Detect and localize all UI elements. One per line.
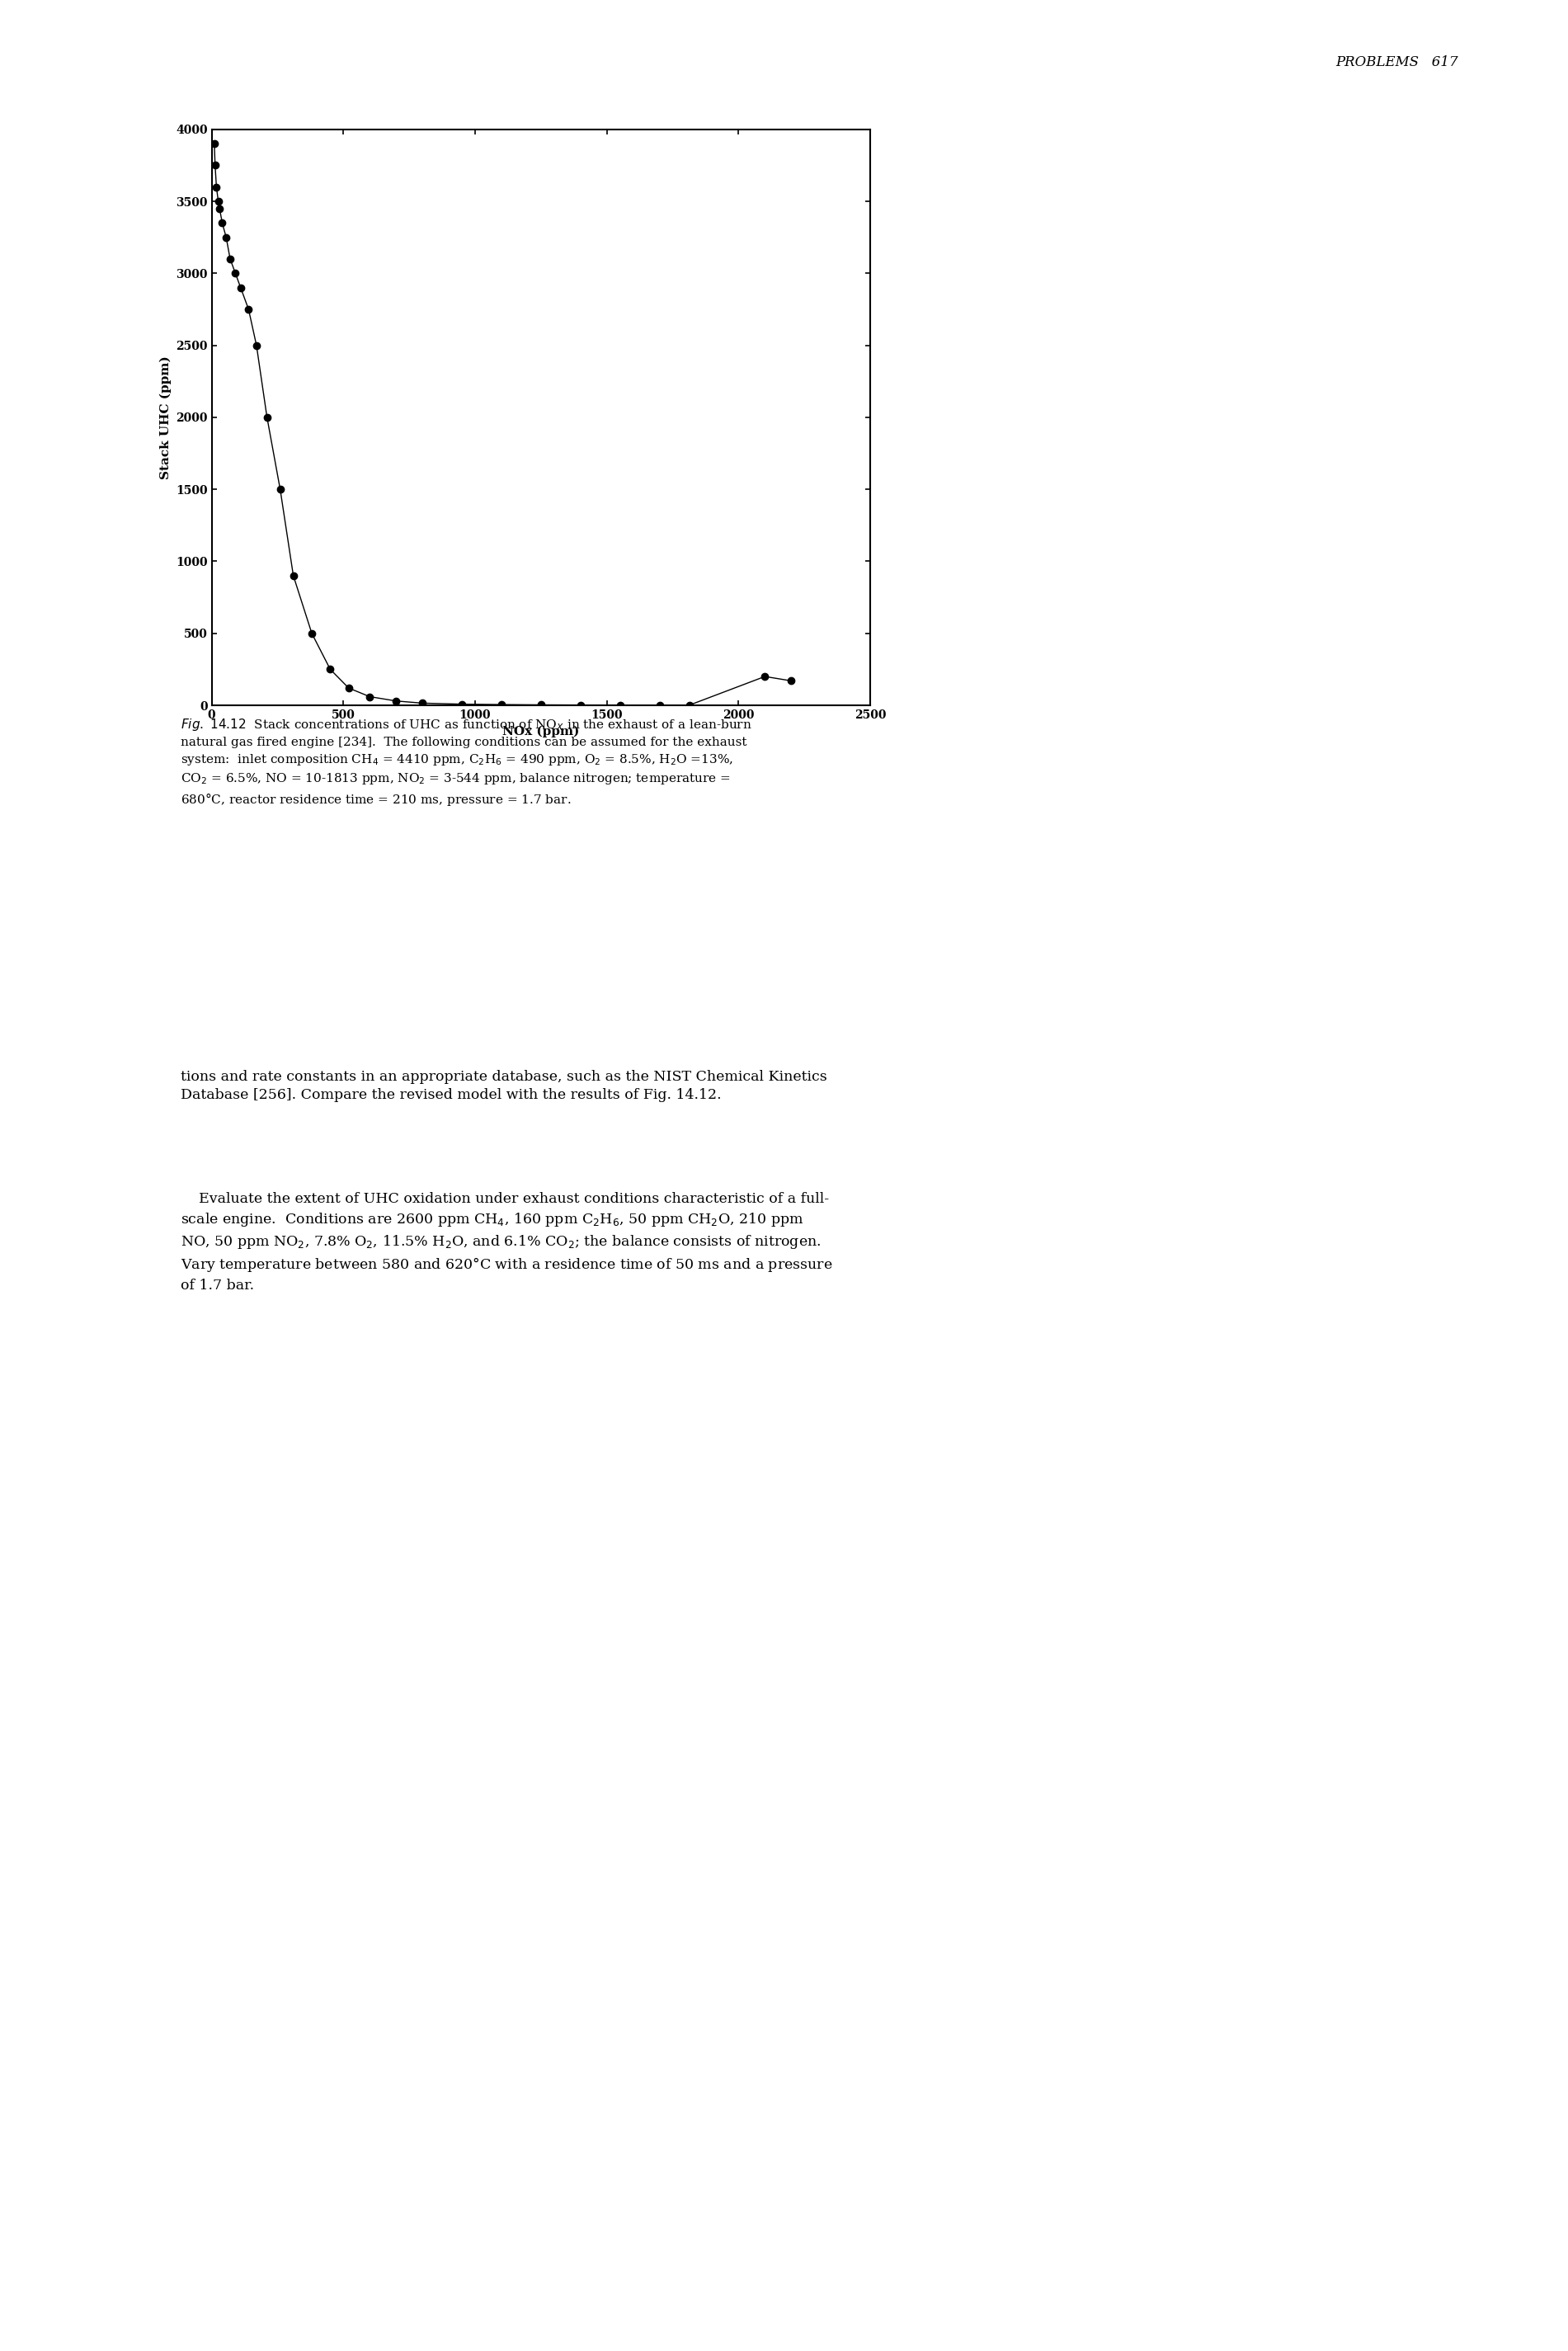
- Text: Evaluate the extent of UHC oxidation under exhaust conditions characteristic of : Evaluate the extent of UHC oxidation und…: [180, 1192, 833, 1293]
- Y-axis label: Stack UHC (ppm): Stack UHC (ppm): [160, 355, 171, 480]
- Text: tions and rate constants in an appropriate database, such as the NIST Chemical K: tions and rate constants in an appropria…: [180, 1070, 826, 1103]
- Text: $\it{Fig.}$ $\it{14.12}$  Stack concentrations of UHC as function of NO$_X$ in t: $\it{Fig.}$ $\it{14.12}$ Stack concentra…: [180, 717, 751, 809]
- Text: PROBLEMS   617: PROBLEMS 617: [1336, 56, 1458, 68]
- X-axis label: NOx (ppm): NOx (ppm): [502, 726, 580, 738]
